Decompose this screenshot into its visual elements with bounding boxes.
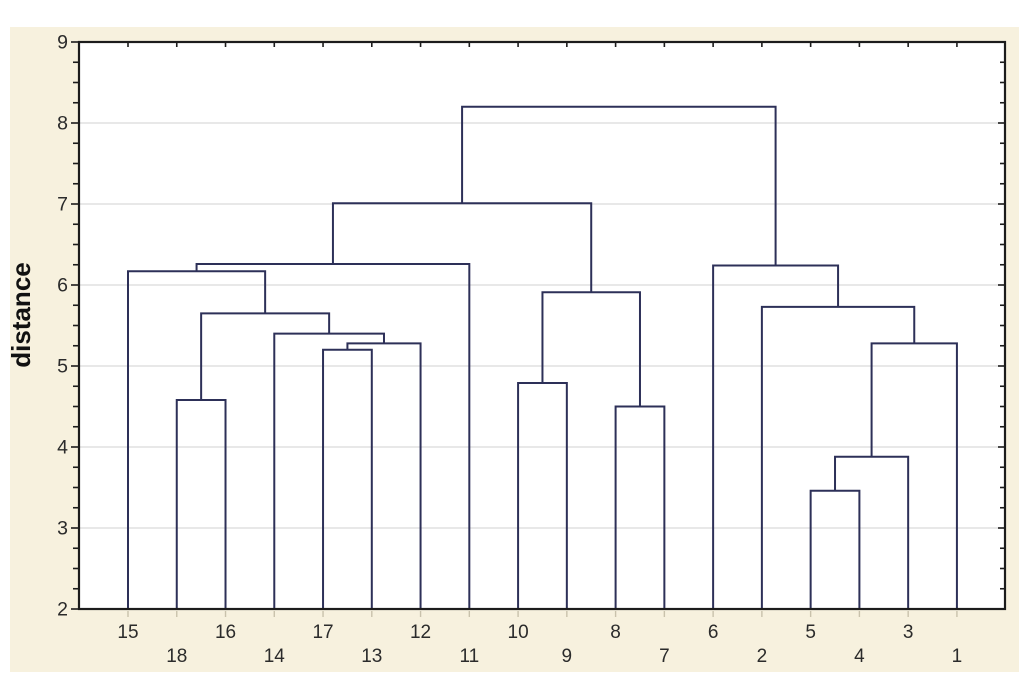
y-axis-tick-label: 9	[57, 32, 68, 54]
leaf-label: 10	[508, 622, 529, 643]
leaf-label: 12	[410, 622, 431, 643]
y-axis-tick-label: 3	[57, 518, 68, 540]
leaf-label: 9	[562, 646, 573, 667]
y-axis-tick-label: 6	[57, 275, 68, 297]
leaf-label: 6	[708, 622, 719, 643]
leaf-label: 17	[312, 622, 333, 643]
y-axis-tick-label: 5	[57, 356, 68, 378]
leaf-label: 13	[361, 646, 382, 667]
leaf-label: 8	[610, 622, 621, 643]
leaf-label: 5	[805, 622, 816, 643]
y-axis-tick-label: 4	[57, 437, 68, 459]
leaf-label: 7	[659, 646, 670, 667]
leaf-label: 2	[757, 646, 768, 667]
leaf-label: 15	[117, 622, 138, 643]
y-axis-tick-label: 8	[57, 113, 68, 135]
leaf-label: 11	[459, 646, 479, 667]
leaf-label: 14	[264, 646, 286, 667]
y-axis-tick-label: 7	[57, 194, 68, 216]
y-axis-tick-label: 2	[57, 599, 68, 621]
leaf-label: 4	[854, 646, 865, 667]
leaf-label: 3	[903, 622, 914, 643]
y-axis-title: distance	[6, 262, 36, 368]
leaf-label: 18	[166, 646, 187, 667]
leaf-label: 1	[952, 646, 963, 667]
dendrogram-link	[461, 105, 777, 266]
leaf-label: 16	[215, 622, 236, 643]
